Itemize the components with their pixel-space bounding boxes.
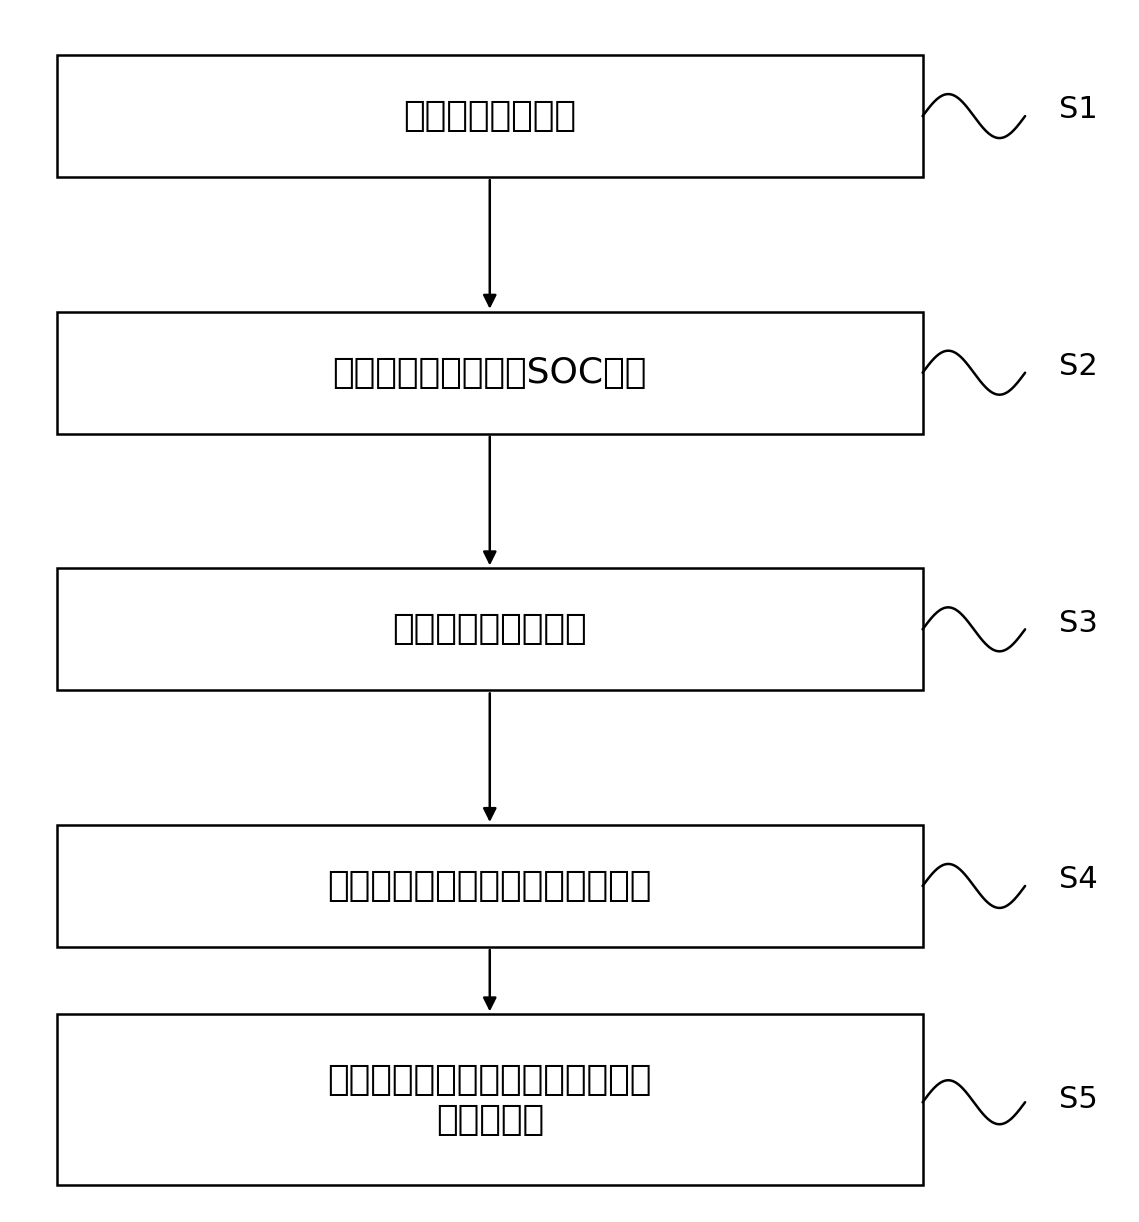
Text: S5: S5 [1059,1085,1098,1114]
Bar [57,825,923,947]
Text: 开路电压测试与初始SOC获取: 开路电压测试与初始SOC获取 [333,356,647,390]
Text: 电池离线数据获取: 电池离线数据获取 [403,99,576,133]
Bar [57,1014,923,1185]
Text: S4: S4 [1059,865,1098,895]
Bar [57,312,923,434]
Bar [57,568,923,690]
Text: 融合安时积分结果与充放电曲线匹
配估计结果: 融合安时积分结果与充放电曲线匹 配估计结果 [328,1063,652,1136]
Text: S2: S2 [1059,352,1098,381]
Bar [57,55,923,177]
Text: S3: S3 [1059,609,1098,638]
Text: 退役电池充放电测试: 退役电池充放电测试 [393,612,587,646]
Text: 基于测试数据的退役电池容量估计: 基于测试数据的退役电池容量估计 [328,869,652,903]
Text: S1: S1 [1059,95,1098,125]
